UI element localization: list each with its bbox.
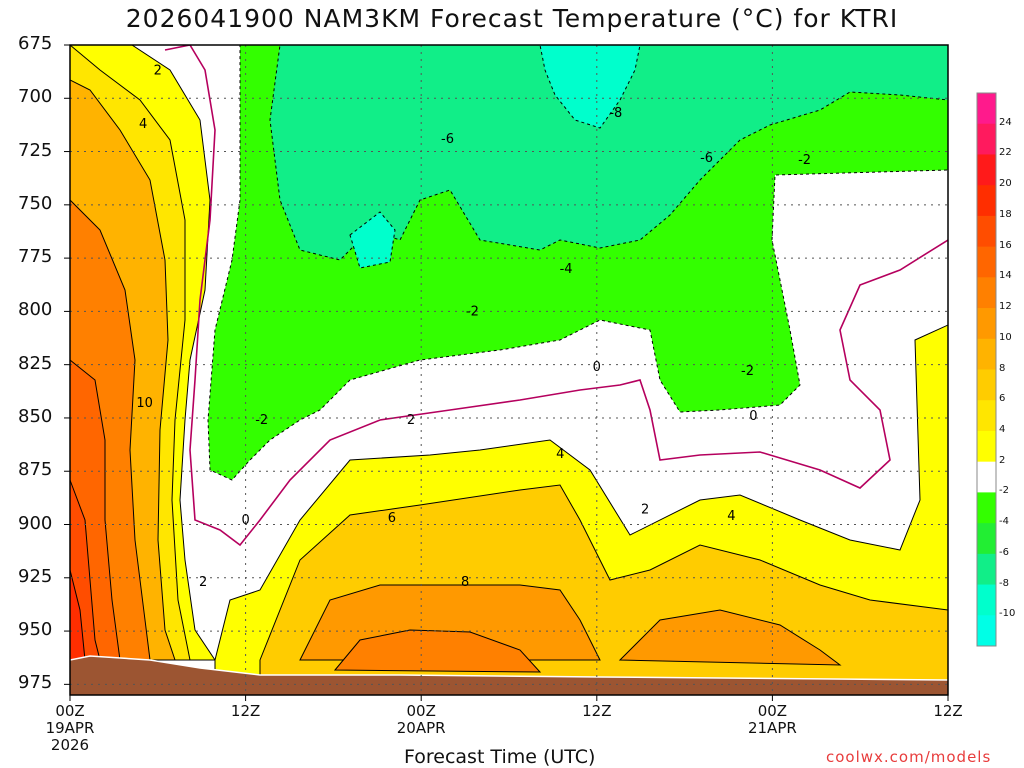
colorbar-swatch xyxy=(977,584,996,616)
x-tick-label: 00Z xyxy=(757,702,788,720)
x-tick-label: 00Z 20APR xyxy=(391,703,451,737)
colorbar-label: -8 xyxy=(999,577,1009,589)
x-tick-date: 21APR xyxy=(747,719,797,737)
x-tick-label: 00Z xyxy=(55,702,85,720)
chart-title: 2026041900 NAM3KM Forecast Temperature (… xyxy=(125,4,899,33)
y-tick-label: 725 xyxy=(18,139,53,161)
y-tick-label: 700 xyxy=(18,86,53,108)
colorbar-swatch xyxy=(977,615,996,647)
colorbar-border xyxy=(976,92,997,647)
colorbar-swatch xyxy=(977,369,996,401)
y-tick-label: 800 xyxy=(18,299,53,321)
x-tick-label: 12Z xyxy=(216,703,276,720)
colorbar-label: -10 xyxy=(999,608,1016,620)
contour-label: -6 xyxy=(441,132,454,147)
contour-label: 4 xyxy=(727,509,735,524)
x-tick-label: 00Z 21APR xyxy=(742,703,802,737)
temperature-colorbar xyxy=(976,92,997,647)
contour-label: -8 xyxy=(609,106,622,121)
colorbar-swatch xyxy=(977,553,996,586)
contour-label: 6 xyxy=(388,511,396,526)
colder-region-pocket xyxy=(349,211,396,269)
colorbar-label: 2 xyxy=(999,454,1006,466)
warm-pocket-fill xyxy=(333,629,542,673)
contour-label: -4 xyxy=(560,262,573,277)
colorbar-label: 6 xyxy=(999,393,1006,405)
colorbar-swatch xyxy=(977,461,996,493)
x-axis-title: Forecast Time (UTC) xyxy=(404,746,596,768)
y-tick-label: 775 xyxy=(18,246,53,268)
contour-label: 4 xyxy=(556,447,564,462)
contour-label: -6 xyxy=(700,151,713,166)
colorbar-label: 24 xyxy=(999,116,1012,128)
x-tick-label: 12Z xyxy=(918,703,978,720)
contour-label: -2 xyxy=(466,304,479,319)
y-tick-label: 925 xyxy=(18,565,53,587)
colorbar-swatch xyxy=(977,338,996,370)
colorbar-label: -4 xyxy=(999,516,1009,528)
y-tick-label: 875 xyxy=(18,459,53,481)
x-tick-label: 00Z xyxy=(406,702,436,720)
colorbar-label: 4 xyxy=(999,423,1006,435)
contour-label: -2 xyxy=(741,364,754,379)
colorbar-swatch xyxy=(977,185,996,217)
colorbar-swatch xyxy=(977,308,996,340)
x-tick-label: 12Z xyxy=(933,702,963,720)
colorbar-label: -2 xyxy=(999,485,1009,497)
y-tick-label: 975 xyxy=(18,672,53,694)
contour-label: 0 xyxy=(749,409,757,424)
colorbar-label: 20 xyxy=(999,178,1012,190)
y-tick-label: 675 xyxy=(18,33,53,54)
contour-label: 8 xyxy=(461,575,469,590)
x-tick-date: 20APR xyxy=(396,719,446,737)
y-tick-label: 750 xyxy=(18,192,53,214)
colorbar-label: 16 xyxy=(999,239,1012,251)
contour-label: 0 xyxy=(241,513,249,528)
y-tick-label: 950 xyxy=(18,619,53,641)
colorbar-label: 12 xyxy=(999,301,1012,313)
contour-label: -2 xyxy=(255,413,268,428)
x-tick-year: 2026 xyxy=(50,736,90,754)
colorbar-swatch xyxy=(977,492,996,524)
colorbar-label: -6 xyxy=(999,546,1009,558)
ground xyxy=(70,656,948,695)
x-tick-label: 00Z 19APR 2026 xyxy=(40,703,100,754)
colorbar-label: 18 xyxy=(999,208,1012,220)
credit-link[interactable]: coolwx.com/models xyxy=(826,748,992,766)
freezing-line-top xyxy=(164,45,191,51)
contour-label: 2 xyxy=(641,503,649,518)
x-tick-label: 12Z xyxy=(582,702,612,720)
colorbar-swatch xyxy=(977,523,996,555)
x-tick-label: 12Z xyxy=(567,703,627,720)
colorbar-swatch xyxy=(977,123,996,155)
colorbar-swatch xyxy=(977,93,996,125)
colorbar-label: 10 xyxy=(999,331,1012,343)
contour-label: 2 xyxy=(199,575,207,590)
contour-label: 10 xyxy=(136,396,153,411)
colorbar-swatch xyxy=(977,430,996,463)
contour-label: 2 xyxy=(407,413,415,428)
y-tick-label: 900 xyxy=(18,512,53,534)
x-tick-label: 12Z xyxy=(230,702,261,720)
contour-label: 4 xyxy=(139,117,147,132)
y-tick-label: 850 xyxy=(18,405,53,427)
colorbar-swatch xyxy=(977,215,996,248)
contour-label: 2 xyxy=(154,64,162,79)
contour-label: -2 xyxy=(798,153,811,168)
colorbar-swatch xyxy=(977,277,996,309)
colorbar-label: 14 xyxy=(999,270,1012,282)
contour-label: 0 xyxy=(593,360,601,375)
colorbar-label: 22 xyxy=(999,147,1012,159)
colorbar-swatch xyxy=(977,154,996,186)
y-tick-label: 825 xyxy=(18,352,53,374)
colorbar-label: 8 xyxy=(999,362,1006,374)
colorbar-swatch xyxy=(977,246,996,278)
colorbar-swatch xyxy=(977,400,996,432)
freezing-line xyxy=(189,45,948,547)
x-tick-date: 19APR xyxy=(45,719,95,737)
coldest-region-fill xyxy=(539,45,641,129)
warmer-region-fill-5 xyxy=(618,609,842,666)
